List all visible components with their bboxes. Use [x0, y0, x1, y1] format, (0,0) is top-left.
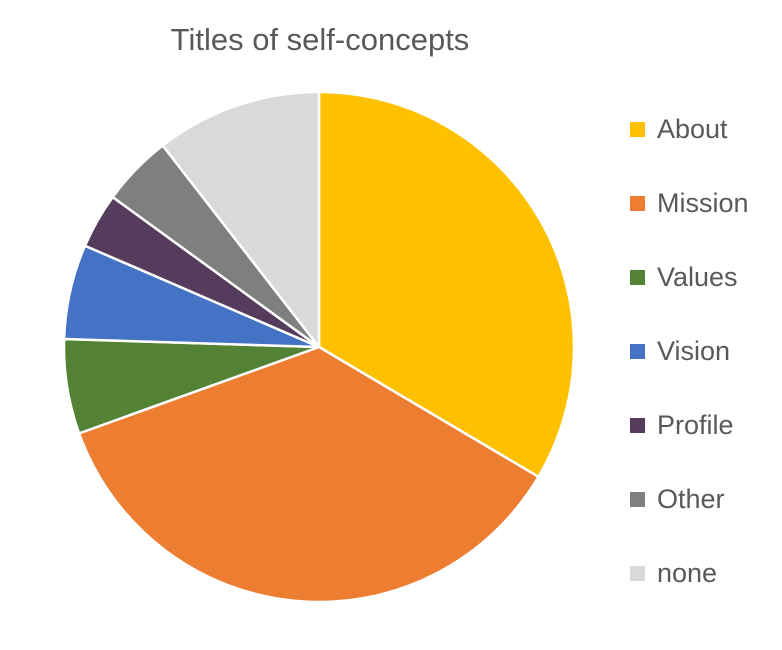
legend-label: About: [657, 114, 728, 144]
legend-label: none: [657, 558, 718, 588]
legend-item-profile: Profile: [630, 404, 749, 478]
legend-swatch: [630, 492, 645, 507]
legend: About Mission Values Vision Profile Other none: [630, 108, 749, 626]
legend-swatch: [630, 196, 645, 211]
legend-item-values: Values: [630, 256, 749, 330]
legend-item-about: About: [630, 108, 749, 182]
pie-slice-mission: [77, 345, 540, 604]
legend-label: Mission: [657, 188, 749, 218]
legend-label: Other: [657, 484, 725, 514]
legend-item-other: Other: [630, 478, 749, 552]
legend-item-none: none: [630, 552, 749, 626]
pie-slices: [62, 90, 576, 604]
legend-swatch: [630, 270, 645, 285]
legend-label: Profile: [657, 410, 734, 440]
pie-slice-about: [317, 90, 576, 479]
chart-title: Titles of self-concepts: [170, 22, 470, 57]
legend-swatch: [630, 344, 645, 359]
legend-swatch: [630, 418, 645, 433]
legend-item-vision: Vision: [630, 330, 749, 404]
legend-swatch: [630, 122, 645, 137]
legend-item-mission: Mission: [630, 182, 749, 256]
legend-swatch: [630, 566, 645, 581]
legend-label: Values: [657, 262, 738, 292]
legend-label: Vision: [657, 336, 731, 366]
pie-slice-none: [161, 90, 321, 349]
